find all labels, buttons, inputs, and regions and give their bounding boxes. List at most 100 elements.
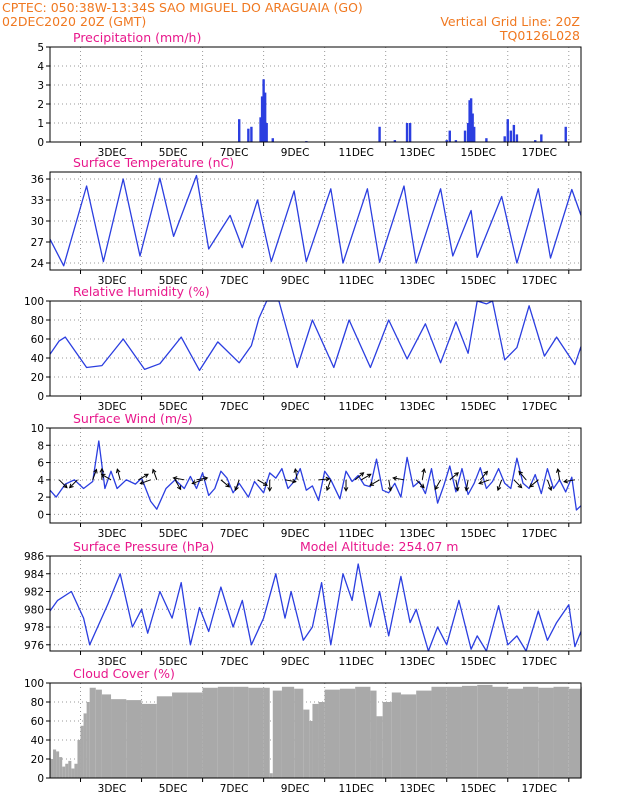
wind-vector xyxy=(465,479,469,491)
x-tick-label: 11DEC xyxy=(338,275,373,287)
wind-vector xyxy=(284,479,296,483)
wind-vector xyxy=(518,471,527,481)
wind-vector xyxy=(388,479,392,491)
wind-vector-head xyxy=(176,485,182,491)
wind-vector xyxy=(421,468,425,480)
wind-vector xyxy=(434,479,442,490)
wind-vector-head xyxy=(517,483,523,489)
wind-vector-head xyxy=(464,486,470,492)
precipitation-bar xyxy=(485,138,488,142)
cloud-cover-bar xyxy=(62,766,66,778)
x-tick-label: 3DEC xyxy=(98,656,127,668)
wind-vector-head xyxy=(151,468,157,474)
x-tick-label: 13DEC xyxy=(399,401,434,413)
precipitation-bar xyxy=(259,117,262,142)
cloud-cover-bar xyxy=(83,713,87,778)
cloud-cover-bar xyxy=(95,689,102,778)
wind-vector xyxy=(192,479,203,485)
y-tick-label: 6 xyxy=(37,458,44,470)
temp-series-line xyxy=(49,174,582,267)
x-tick-label: 13DEC xyxy=(399,275,434,287)
y-tick-label: 2 xyxy=(37,492,44,504)
cloud-cover-bar xyxy=(553,686,569,778)
rh-frame xyxy=(49,300,582,397)
pres-frame xyxy=(49,555,582,652)
precipitation-bar xyxy=(509,130,513,142)
y-tick-label: 984 xyxy=(24,569,44,581)
x-tick-label: 3DEC xyxy=(98,147,127,159)
wind-vector xyxy=(393,477,405,481)
wind-vector-head xyxy=(139,480,145,485)
precipitation-bar xyxy=(515,134,519,142)
wind-vector xyxy=(174,479,182,490)
wind-vector-head xyxy=(547,486,553,492)
cloud-cover-bar xyxy=(538,687,554,778)
precipitation-bar xyxy=(250,126,253,142)
y-tick-label: 1 xyxy=(37,118,44,130)
x-tick-label: 5DEC xyxy=(159,401,188,413)
y-tick-label: 100 xyxy=(24,678,44,690)
wind-vector-head xyxy=(518,470,523,476)
precipitation-bar xyxy=(503,136,506,142)
cloud-cover-bar xyxy=(248,687,264,778)
precipitation-bar xyxy=(263,92,267,142)
x-tick-label: 9DEC xyxy=(281,275,310,287)
x-tick-label: 9DEC xyxy=(281,147,310,159)
y-tick-label: 980 xyxy=(24,604,44,616)
cloud-cover-bar xyxy=(111,699,127,778)
pres-series-line xyxy=(49,563,582,652)
x-tick-label: 17DEC xyxy=(522,275,557,287)
precipitation-bar xyxy=(472,126,476,142)
wind-vector-head xyxy=(392,476,398,481)
wind-vector xyxy=(69,479,78,488)
wind-vector xyxy=(354,472,364,481)
y-tick-label: 40 xyxy=(31,353,44,365)
wind-vector xyxy=(563,479,575,483)
wind-vector xyxy=(138,473,149,481)
x-tick-label: 5DEC xyxy=(159,528,188,540)
x-tick-label: 3DEC xyxy=(98,783,127,795)
wind-vector-head xyxy=(366,473,372,478)
wind-vector xyxy=(479,471,488,481)
wind-vector-head xyxy=(421,467,426,473)
cloud-cover-bar xyxy=(431,686,447,778)
wind-vector-head xyxy=(483,470,489,476)
model-id: TQ0126L028 xyxy=(499,28,580,43)
precipitation-bar xyxy=(408,123,412,142)
precipitation-bar xyxy=(466,123,470,142)
x-tick-label: 15DEC xyxy=(461,401,496,413)
wind-vector-head xyxy=(144,473,149,478)
y-tick-label: 20 xyxy=(31,372,44,384)
cloud-cover-bar xyxy=(461,685,478,778)
wind-frame xyxy=(49,427,582,524)
y-tick-label: 4 xyxy=(37,61,44,73)
rh-panel: 0 20 40 60 80 100 3DEC 5DEC 7DEC 9DEC 11DEC 13DEC 15… xyxy=(24,284,582,413)
x-tick-label: 15DEC xyxy=(461,147,496,159)
y-tick-label: 986 xyxy=(24,551,44,563)
cloud-cover-bar xyxy=(376,716,383,778)
cloud-cover-bar xyxy=(217,686,234,778)
y-tick-label: 40 xyxy=(31,735,44,747)
cloud-cover-bar xyxy=(324,689,340,778)
cloud-cover-bar xyxy=(523,686,539,778)
cloud-cover-bar xyxy=(50,759,54,778)
x-tick-label: 13DEC xyxy=(399,147,434,159)
cloud-cover-bar xyxy=(477,684,493,778)
cloud-cover-bar xyxy=(77,740,81,778)
pres-title: Surface Pressure (hPa) xyxy=(73,539,214,554)
cloud-cover-bar xyxy=(269,773,273,778)
cloud-cover-bar xyxy=(318,702,325,778)
cloud-cover-bar xyxy=(294,688,304,778)
rh-series-line xyxy=(49,300,582,372)
x-tick-label: 7DEC xyxy=(220,783,249,795)
cloud-panel: 0 20 40 60 80 100 3DEC 5DEC 7DEC 9DEC 11DEC 13DEC 15… xyxy=(24,666,582,795)
y-tick-label: 0 xyxy=(37,509,44,521)
y-tick-label: 10 xyxy=(31,423,44,435)
wind-vector-head xyxy=(529,482,534,488)
x-tick-label: 13DEC xyxy=(399,783,434,795)
wind-vector xyxy=(449,472,459,481)
x-tick-label: 5DEC xyxy=(159,275,188,287)
wind-vector xyxy=(220,479,230,488)
precipitation-bar xyxy=(564,126,567,142)
